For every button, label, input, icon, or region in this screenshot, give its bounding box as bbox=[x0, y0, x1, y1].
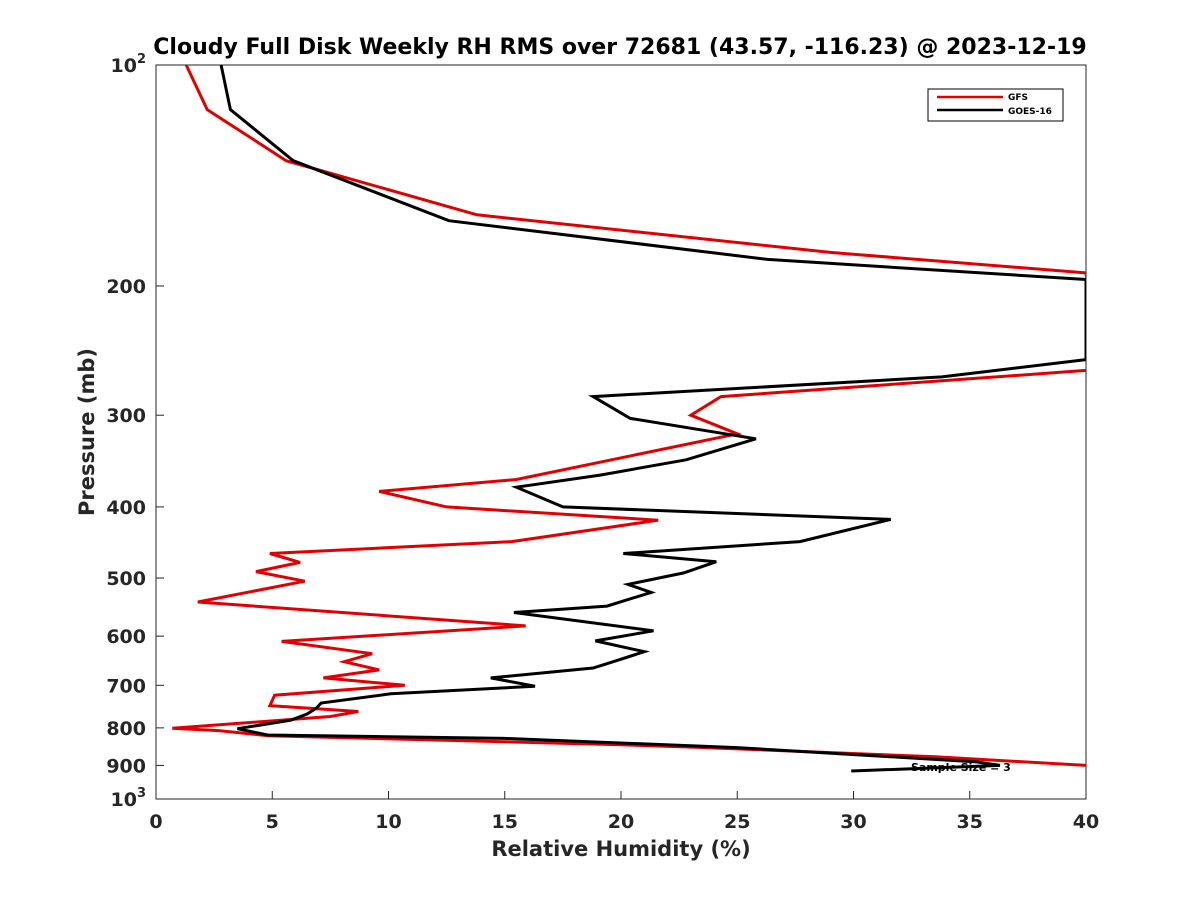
x-tick-label: 20 bbox=[608, 811, 634, 833]
y-tick-label: 500 bbox=[106, 568, 146, 590]
chart-title: Cloudy Full Disk Weekly RH RMS over 7268… bbox=[153, 35, 1086, 60]
x-tick-label: 35 bbox=[957, 811, 983, 833]
x-tick-label: 15 bbox=[492, 811, 518, 833]
y-tick-label: 700 bbox=[106, 675, 146, 697]
y-axis-label: Pressure (mb) bbox=[75, 348, 99, 516]
legend-box bbox=[927, 88, 1064, 122]
x-tick-label: 40 bbox=[1073, 811, 1099, 833]
legend-label-goes-16: GOES-16 bbox=[1008, 107, 1052, 117]
x-axis-label: Relative Humidity (%) bbox=[491, 837, 750, 861]
series-lines bbox=[172, 65, 1086, 773]
y-tick-label: 103 bbox=[111, 786, 147, 811]
legend-label-gfs: GFS bbox=[1008, 93, 1028, 103]
y-tick-label: 800 bbox=[106, 718, 146, 740]
y-tick-label: 102 bbox=[111, 52, 147, 77]
y-tick-label: 900 bbox=[106, 755, 146, 777]
y-tick-label: 300 bbox=[106, 405, 146, 427]
y-tick-label: 200 bbox=[106, 276, 146, 298]
x-tick-label: 0 bbox=[149, 811, 162, 833]
legend: GFS GOES-16 bbox=[927, 88, 1064, 122]
x-tick-label: 10 bbox=[375, 811, 401, 833]
y-tick-label: 600 bbox=[106, 626, 146, 648]
x-tick-label: 5 bbox=[266, 811, 279, 833]
x-axis-ticks: 0 5 10 15 20 25 30 35 40 bbox=[149, 791, 1099, 833]
x-tick-label: 25 bbox=[724, 811, 750, 833]
series-line-gfs bbox=[172, 65, 1086, 767]
y-axis-ticks: 102 200 300 400 500 600 700 800 900 103 bbox=[106, 52, 164, 811]
plot-area: 0 5 10 15 20 25 30 35 40 102 200 300 400 500 600 700 80… bbox=[106, 52, 1099, 833]
y-tick-label: 400 bbox=[106, 497, 146, 519]
series-line-goes-16 bbox=[219, 65, 1086, 773]
x-tick-label: 30 bbox=[840, 811, 866, 833]
sample-size-annotation: Sample Size = 3 bbox=[911, 761, 1011, 774]
